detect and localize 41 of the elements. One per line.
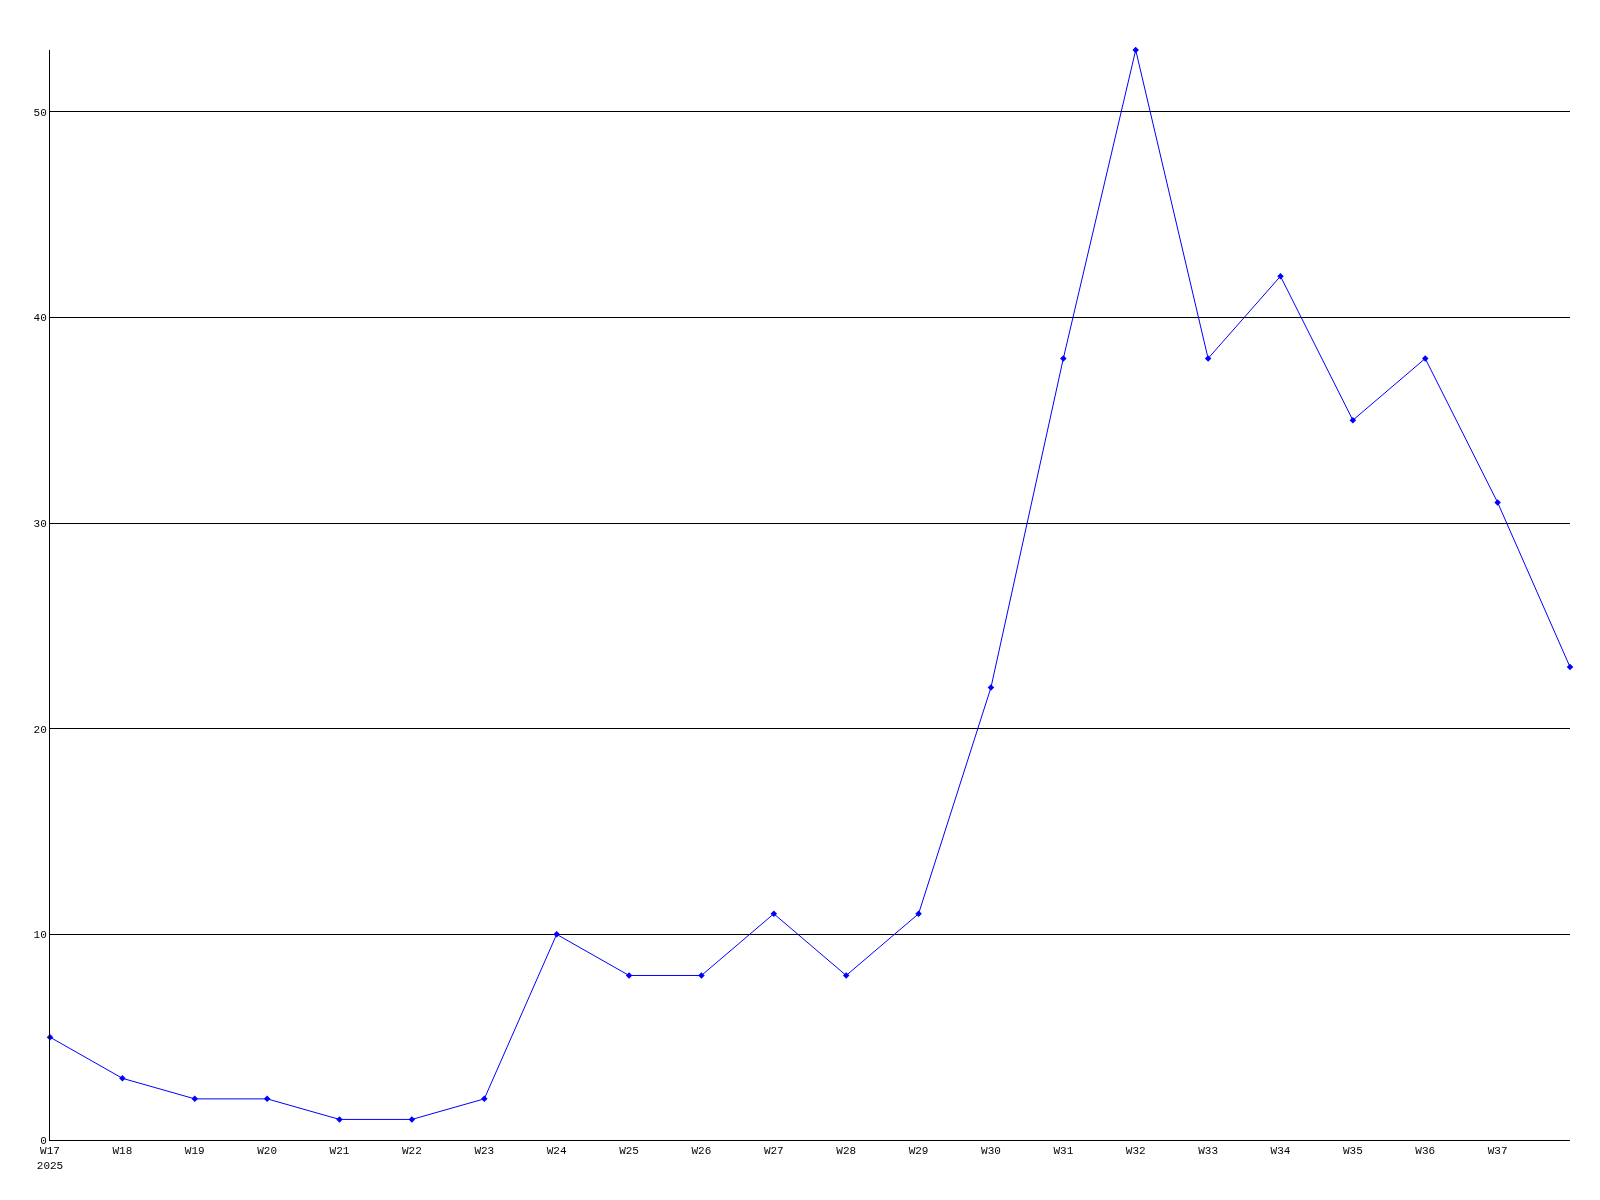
y-tick-label: 10	[33, 929, 47, 942]
x-tick-label: W26	[691, 1145, 712, 1158]
point	[1566, 663, 1574, 671]
point	[698, 972, 705, 979]
y-tick-label: 50	[33, 106, 47, 119]
x-tick-label: W33	[1198, 1145, 1219, 1158]
x-tick-label: W19	[184, 1145, 205, 1158]
x-tick-label: W24	[546, 1145, 567, 1158]
point	[1494, 499, 1501, 506]
x-tick-label: W32	[1125, 1145, 1146, 1158]
point	[915, 910, 922, 918]
point	[553, 931, 560, 938]
x-tick-label: W25	[619, 1145, 639, 1158]
y-tick-label: 30	[33, 517, 47, 530]
x-tick-label: W23	[474, 1145, 495, 1158]
x-tick-label: W22	[401, 1145, 422, 1158]
point	[336, 1116, 343, 1123]
point	[1349, 416, 1357, 424]
x-tick-label: W30	[981, 1145, 1001, 1158]
y-tick-label: 40	[33, 312, 47, 325]
x-tick-label: W18	[112, 1145, 133, 1158]
x-tick-label: W31	[1053, 1145, 1074, 1158]
x-tick-label: W27	[763, 1145, 784, 1158]
point	[119, 1075, 126, 1082]
point	[481, 1095, 488, 1103]
point	[191, 1095, 199, 1103]
x-tick-label: W29	[908, 1145, 929, 1158]
point	[1421, 355, 1429, 362]
point	[1060, 355, 1067, 362]
point	[263, 1095, 271, 1103]
y-tick-label: 20	[33, 723, 47, 736]
y-tick-label: 0	[40, 1134, 47, 1147]
point	[770, 910, 778, 918]
x-tick-label: W17 2025	[36, 1145, 64, 1172]
x-tick-label: W21	[329, 1145, 350, 1158]
x-tick-label: W37	[1487, 1145, 1508, 1158]
x-tick-label: W20	[257, 1145, 278, 1158]
x-tick-label: W36	[1415, 1145, 1436, 1158]
x-tick-label: W34	[1270, 1145, 1291, 1158]
x-tick-label: W28	[836, 1145, 857, 1158]
x-tick-label: W35	[1342, 1145, 1363, 1158]
